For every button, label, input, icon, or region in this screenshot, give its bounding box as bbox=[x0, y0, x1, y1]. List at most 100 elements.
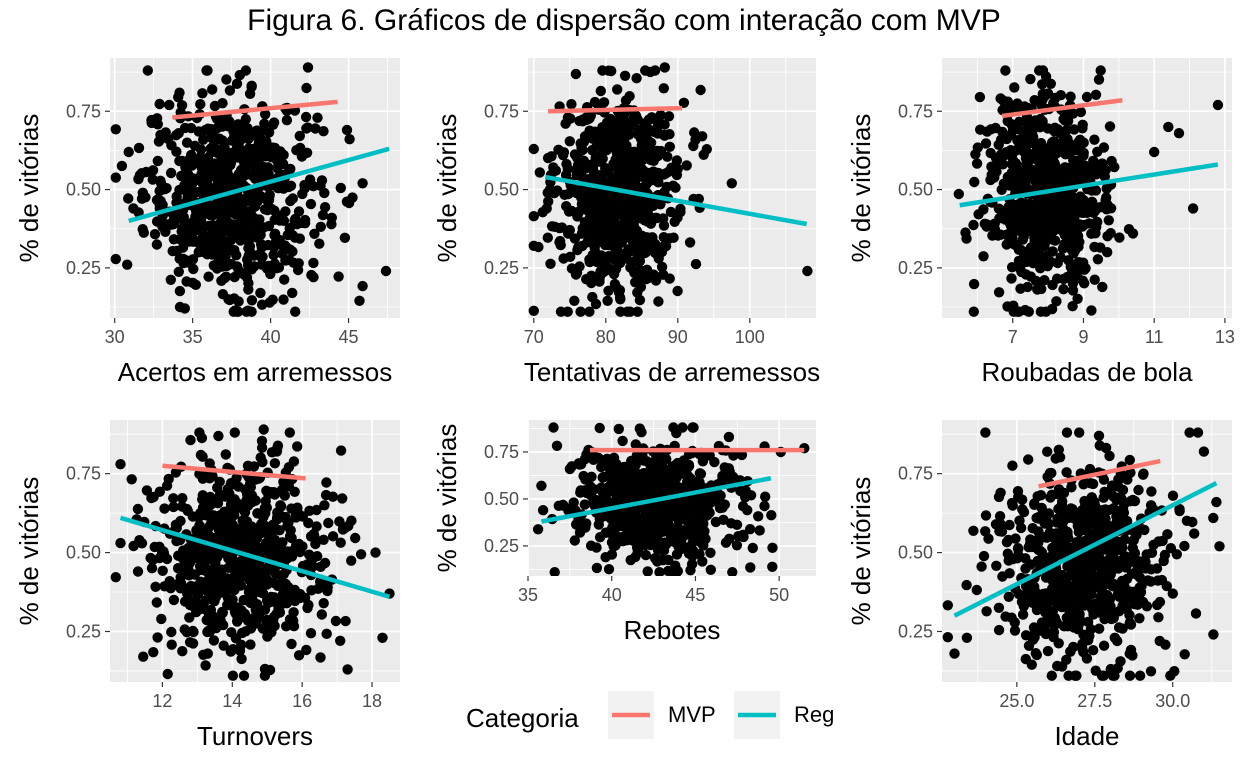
data-point bbox=[271, 539, 282, 550]
x-axis-title: Rebotes bbox=[624, 615, 721, 645]
data-point bbox=[640, 503, 652, 514]
data-point bbox=[134, 170, 146, 181]
data-point bbox=[272, 182, 283, 193]
data-point bbox=[285, 163, 296, 175]
data-point bbox=[268, 249, 279, 261]
data-point bbox=[603, 285, 614, 296]
data-point bbox=[323, 517, 334, 529]
data-point bbox=[196, 210, 207, 221]
data-point bbox=[173, 266, 184, 277]
data-point bbox=[980, 526, 991, 537]
data-point bbox=[1124, 617, 1136, 628]
data-point bbox=[645, 144, 656, 155]
x-tick-label: 50 bbox=[769, 585, 789, 605]
data-point bbox=[656, 477, 668, 488]
data-point bbox=[972, 142, 983, 153]
data-point bbox=[115, 537, 126, 549]
data-point bbox=[327, 531, 339, 542]
data-point bbox=[206, 124, 217, 135]
data-point bbox=[570, 68, 582, 80]
data-point bbox=[705, 547, 716, 558]
data-point bbox=[321, 477, 332, 488]
data-point bbox=[1048, 627, 1060, 638]
data-point bbox=[337, 493, 348, 504]
data-point bbox=[195, 99, 206, 110]
figure-title: Figura 6. Gráficos de dispersão com inte… bbox=[247, 4, 1001, 37]
data-point bbox=[553, 500, 564, 511]
data-point bbox=[165, 274, 176, 285]
data-point bbox=[333, 271, 344, 282]
data-point bbox=[1117, 515, 1128, 526]
data-point bbox=[179, 185, 191, 196]
data-point bbox=[1075, 570, 1086, 582]
data-point bbox=[1149, 146, 1160, 158]
data-point bbox=[1156, 574, 1168, 586]
data-point bbox=[1094, 440, 1105, 451]
data-point bbox=[1006, 262, 1018, 273]
x-tick-label: 14 bbox=[222, 691, 242, 711]
y-tick-label: 0.75 bbox=[66, 101, 101, 121]
data-point bbox=[598, 471, 610, 483]
data-point bbox=[1070, 234, 1081, 246]
data-point bbox=[1093, 74, 1105, 85]
data-point bbox=[1042, 145, 1054, 157]
data-point bbox=[624, 306, 636, 317]
data-point bbox=[246, 591, 258, 602]
data-point bbox=[1001, 537, 1013, 548]
data-point bbox=[1134, 670, 1146, 681]
data-point bbox=[969, 176, 980, 188]
data-point bbox=[293, 650, 305, 661]
data-point bbox=[140, 192, 151, 203]
data-point bbox=[1006, 167, 1018, 178]
data-point bbox=[200, 492, 211, 503]
data-point bbox=[1163, 121, 1174, 133]
data-point bbox=[1077, 123, 1088, 134]
legend: Categoria MVP Regular bbox=[466, 691, 833, 739]
data-point bbox=[1037, 213, 1049, 225]
data-point bbox=[1007, 123, 1019, 135]
data-point bbox=[1075, 106, 1087, 118]
data-point bbox=[1098, 596, 1109, 607]
x-tick-label: 11 bbox=[1145, 327, 1164, 347]
data-point bbox=[335, 182, 346, 194]
data-point bbox=[564, 503, 576, 514]
data-point bbox=[1046, 303, 1058, 315]
data-point bbox=[170, 467, 182, 478]
data-point bbox=[191, 550, 202, 561]
data-point bbox=[255, 452, 266, 463]
data-point bbox=[310, 538, 321, 550]
y-tick-label: 0.75 bbox=[484, 442, 519, 462]
data-point bbox=[166, 219, 177, 230]
data-point bbox=[1054, 199, 1065, 210]
data-point bbox=[202, 530, 213, 542]
data-point bbox=[653, 296, 664, 307]
y-tick-label: 0.25 bbox=[898, 621, 933, 641]
data-point bbox=[1061, 211, 1073, 222]
data-point bbox=[231, 78, 243, 90]
data-point bbox=[271, 514, 283, 525]
data-point bbox=[1056, 170, 1068, 181]
data-point bbox=[1125, 467, 1136, 478]
data-point bbox=[1127, 542, 1139, 554]
y-tick-label: 0.50 bbox=[898, 543, 933, 563]
data-point bbox=[284, 614, 296, 625]
data-point bbox=[1077, 638, 1088, 649]
data-point bbox=[181, 627, 193, 638]
data-point bbox=[295, 142, 306, 154]
data-point bbox=[1152, 599, 1163, 611]
data-point bbox=[1075, 191, 1086, 202]
data-point bbox=[586, 216, 597, 227]
data-point bbox=[1089, 134, 1100, 145]
data-point bbox=[649, 65, 661, 76]
data-point bbox=[578, 470, 589, 482]
data-point bbox=[196, 177, 208, 188]
data-point bbox=[1090, 205, 1101, 216]
data-point bbox=[335, 635, 346, 646]
data-point bbox=[619, 118, 631, 129]
data-point bbox=[263, 239, 274, 251]
data-point bbox=[602, 295, 613, 306]
data-point bbox=[572, 244, 583, 256]
data-point bbox=[684, 503, 696, 514]
data-point bbox=[632, 247, 643, 258]
data-point bbox=[1081, 91, 1093, 103]
